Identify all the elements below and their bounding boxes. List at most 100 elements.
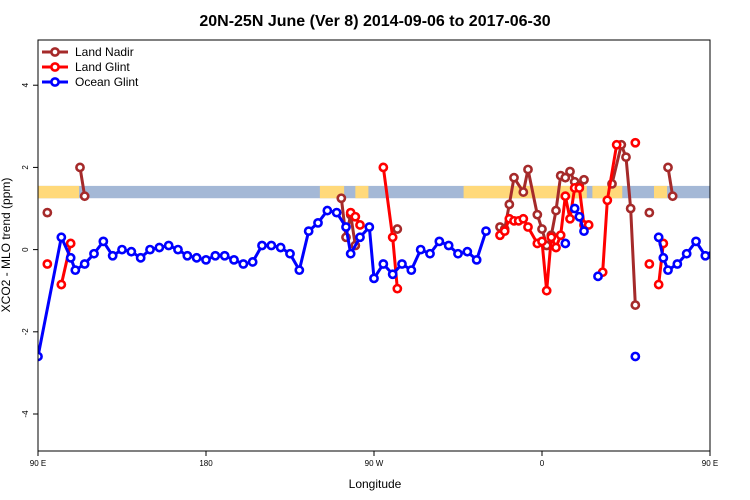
land-glint-point-6-1 [602, 195, 613, 206]
ocean-glint-point-4-0 [630, 351, 641, 362]
ocean-glint-point-2-2 [579, 226, 589, 237]
band-highlight-0 [38, 185, 80, 199]
ocean-glint-point-2-0 [569, 203, 580, 214]
land-glint-point-5-8 [551, 242, 561, 253]
ocean-glint-point-5-0 [653, 232, 664, 243]
ocean-glint-point-0-46 [462, 246, 473, 257]
y-tick-label-4: 4 [21, 82, 30, 87]
ocean-glint-point-0-3 [70, 265, 81, 276]
ocean-glint-point-0-11 [145, 244, 155, 255]
ocean-glint-point-0-1 [56, 232, 67, 243]
series-layer [38, 137, 746, 362]
ocean-glint-point-0-4 [79, 259, 90, 269]
land-nadir-point-7-0 [663, 162, 673, 173]
land-glint-point-5-10 [560, 191, 571, 202]
ocean-glint-point-0-41 [415, 244, 426, 255]
land-nadir-point-4-7 [537, 224, 547, 234]
ocean-glint-point-0-22 [247, 257, 258, 267]
x-axis-label: Longitude [349, 477, 402, 491]
x-tick-label-0: 90 E [30, 459, 46, 468]
land-glint-point-3-0 [378, 162, 389, 173]
ocean-glint-point-3-0 [593, 271, 603, 282]
chart-title: 20N-25N June (Ver 8) 2014-09-06 to 2017-… [199, 13, 550, 30]
land-glint-point-6-2 [611, 139, 622, 150]
land-nadir-point-5-3 [625, 203, 636, 214]
land-glint-point-8-0 [644, 259, 655, 269]
y-axis-label: XCO2 - MLO trend (ppm) [0, 178, 13, 313]
land-nadir-point-4-3 [509, 172, 519, 183]
land-nadir-point-4-13 [565, 166, 575, 177]
ocean-glint-point-5-9 [730, 254, 737, 261]
ocean-glint-point-5-3 [672, 259, 683, 269]
legend-label-land-glint: Land Glint [75, 60, 130, 74]
land-nadir-point-4-4 [518, 187, 529, 197]
land-nadir-point-1-0 [75, 162, 85, 173]
ocean-glint-point-0-16 [191, 252, 202, 263]
ocean-glint-point-0-10 [135, 252, 146, 263]
land-glint-line-6 [601, 144, 619, 273]
plot-frame [37, 39, 711, 452]
land-nadir-point-7-1 [667, 191, 678, 202]
land-glint-line-1 [59, 243, 73, 285]
ocean-glint-line-0 [38, 209, 488, 357]
ocean-glint-point-0-39 [397, 259, 407, 269]
ocean-glint-point-0-6 [98, 236, 109, 247]
land-glint-point-1-1 [65, 238, 76, 249]
ocean-glint-point-0-35 [364, 222, 375, 232]
legend-swatch-marker-ocean-glint [50, 77, 60, 87]
y-tick-label-0: -4 [21, 410, 30, 418]
ocean-glint-point-0-48 [481, 226, 491, 237]
ocean-glint-point-0-37 [378, 259, 389, 269]
ocean-glint-point-0-43 [434, 236, 445, 247]
land-nadir-line-5 [610, 143, 637, 306]
land-glint-point-5-9 [555, 230, 566, 241]
ocean-glint-point-5-5 [691, 236, 701, 247]
band-highlight-6 [716, 186, 742, 198]
ocean-glint-point-0-2 [65, 252, 76, 263]
ocean-glint-point-1-0 [560, 238, 571, 249]
ocean-glint-point-0-30 [322, 205, 333, 216]
land-nadir-point-6-0 [644, 207, 655, 218]
ocean-glint-point-0-40 [406, 265, 417, 276]
ocean-glint-point-5-7 [709, 248, 710, 252]
band-highlight-5 [654, 185, 668, 199]
land-nadir-point-4-5 [523, 164, 533, 175]
legend-label-ocean-glint: Ocean Glint [75, 75, 139, 89]
land-glint-point-7-0 [630, 137, 641, 148]
ocean-glint-point-0-17 [201, 254, 211, 265]
x-tick-label-3: 0 [540, 459, 545, 468]
ocean-glint-point-5-4 [681, 248, 692, 259]
land-nadir-point-3-0 [392, 224, 403, 234]
ocean-glint-point-0-44 [443, 240, 454, 251]
ocean-glint-point-5-10 [739, 246, 746, 253]
ocean-glint-point-0-27 [294, 265, 305, 276]
ocean-glint-point-0-23 [257, 240, 267, 251]
ocean-glint-point-0-20 [229, 254, 239, 265]
legend-item-ocean-glint: Ocean Glint [42, 75, 139, 89]
band-highlight-2 [355, 185, 369, 199]
ocean-glint-point-0-19 [219, 250, 230, 261]
ocean-glint-point-5-2 [663, 265, 673, 276]
ocean-glint-point-0-34 [355, 232, 365, 243]
ocean-glint-point-0-12 [154, 242, 165, 253]
land-nadir-point-5-2 [621, 152, 631, 163]
x-tick-label-1: 180 [199, 459, 213, 468]
y-tick-label-3: 2 [21, 165, 30, 170]
ocean-glint-point-0-31 [331, 207, 342, 218]
land-glint-point-9-0 [653, 279, 664, 290]
ocean-glint-point-0-36 [369, 273, 379, 284]
land-glint-point-3-2 [392, 283, 403, 294]
land-nadir-point-5-4 [630, 300, 641, 310]
ocean-glint-point-5-8 [720, 248, 727, 255]
ocean-glint-point-5-6 [700, 250, 710, 261]
land-glint-point-5-3 [523, 222, 533, 232]
y-axis: -4 -2 0 2 4 [21, 82, 38, 418]
series-ocean-glint [38, 203, 746, 362]
land-glint-point-2-1 [350, 211, 361, 222]
ocean-glint-point-0-47 [471, 254, 482, 265]
land-glint-point-2-2 [355, 220, 365, 230]
ocean-glint-point-0-13 [163, 240, 174, 251]
